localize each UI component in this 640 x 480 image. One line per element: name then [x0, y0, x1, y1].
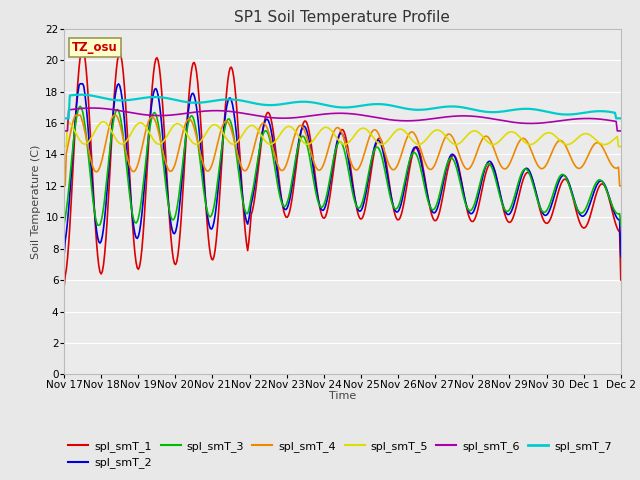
spl_smT_7: [60, 116, 68, 121]
spl_smT_2: [234, 151, 242, 157]
spl_smT_5: [296, 135, 304, 141]
Line: spl_smT_5: spl_smT_5: [64, 121, 621, 146]
Text: TZ_osu: TZ_osu: [72, 41, 118, 54]
spl_smT_2: [470, 207, 478, 213]
spl_smT_4: [72, 112, 79, 118]
Line: spl_smT_4: spl_smT_4: [64, 115, 621, 186]
spl_smT_4: [60, 183, 68, 189]
Line: spl_smT_7: spl_smT_7: [64, 95, 621, 119]
spl_smT_4: [567, 155, 575, 160]
spl_smT_3: [296, 137, 304, 143]
spl_smT_5: [567, 141, 575, 146]
spl_smT_3: [60, 222, 68, 228]
Line: spl_smT_1: spl_smT_1: [64, 48, 621, 288]
spl_smT_5: [234, 138, 242, 144]
spl_smT_3: [76, 104, 84, 109]
spl_smT_5: [470, 128, 478, 134]
spl_smT_6: [60, 128, 68, 134]
spl_smT_4: [296, 122, 304, 128]
spl_smT_6: [567, 117, 575, 122]
spl_smT_4: [399, 145, 407, 151]
spl_smT_3: [617, 222, 625, 228]
Y-axis label: Soil Temperature (C): Soil Temperature (C): [31, 144, 41, 259]
spl_smT_1: [60, 285, 68, 291]
spl_smT_4: [234, 155, 242, 160]
Line: spl_smT_3: spl_smT_3: [64, 107, 621, 225]
spl_smT_7: [399, 105, 407, 111]
spl_smT_2: [567, 186, 575, 192]
Title: SP1 Soil Temperature Profile: SP1 Soil Temperature Profile: [234, 10, 451, 25]
spl_smT_1: [296, 135, 304, 141]
spl_smT_3: [373, 144, 381, 150]
Line: spl_smT_6: spl_smT_6: [64, 108, 621, 131]
spl_smT_5: [63, 119, 71, 124]
spl_smT_4: [373, 128, 381, 134]
spl_smT_5: [617, 144, 625, 149]
spl_smT_2: [296, 132, 304, 138]
Line: spl_smT_2: spl_smT_2: [64, 84, 621, 257]
spl_smT_5: [399, 127, 407, 133]
spl_smT_2: [76, 81, 84, 87]
spl_smT_7: [296, 99, 304, 105]
spl_smT_6: [470, 113, 478, 119]
spl_smT_7: [470, 107, 478, 113]
spl_smT_3: [470, 202, 478, 207]
spl_smT_7: [617, 116, 625, 121]
spl_smT_6: [234, 109, 242, 115]
spl_smT_3: [399, 185, 407, 191]
spl_smT_2: [373, 138, 381, 144]
spl_smT_1: [470, 217, 478, 223]
spl_smT_1: [79, 46, 86, 51]
spl_smT_6: [296, 114, 304, 120]
spl_smT_1: [234, 129, 242, 134]
spl_smT_3: [234, 168, 242, 173]
spl_smT_1: [617, 277, 625, 283]
spl_smT_7: [234, 97, 242, 103]
spl_smT_6: [373, 115, 381, 120]
spl_smT_2: [60, 254, 68, 260]
spl_smT_6: [617, 128, 625, 134]
spl_smT_1: [567, 187, 575, 193]
spl_smT_2: [399, 191, 407, 197]
spl_smT_2: [617, 254, 625, 260]
X-axis label: Time: Time: [329, 391, 356, 401]
spl_smT_4: [617, 183, 625, 189]
spl_smT_6: [399, 118, 407, 124]
Legend: spl_smT_1, spl_smT_2, spl_smT_3, spl_smT_4, spl_smT_5, spl_smT_6, spl_smT_7: spl_smT_1, spl_smT_2, spl_smT_3, spl_smT…: [64, 437, 616, 473]
spl_smT_4: [470, 156, 478, 162]
spl_smT_7: [76, 92, 84, 97]
spl_smT_1: [399, 203, 407, 208]
spl_smT_3: [567, 188, 575, 193]
spl_smT_5: [60, 144, 68, 149]
spl_smT_7: [373, 101, 381, 107]
spl_smT_1: [373, 139, 381, 145]
spl_smT_5: [373, 139, 381, 144]
spl_smT_7: [567, 111, 575, 117]
spl_smT_6: [88, 105, 96, 111]
